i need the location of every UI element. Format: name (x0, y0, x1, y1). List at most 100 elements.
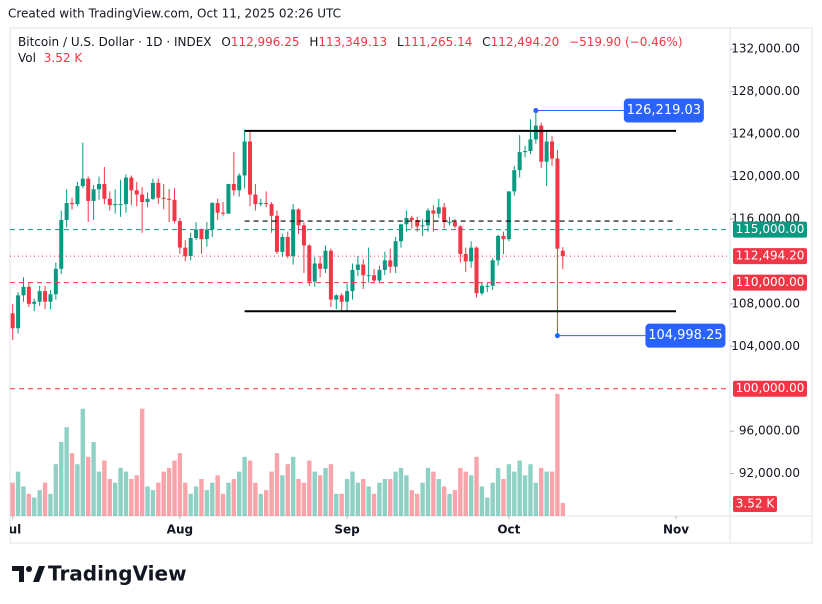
volume-bar (258, 493, 263, 516)
candle-body (469, 247, 474, 262)
y-tick-label: 96,000.00 (739, 424, 800, 438)
candle-body (415, 220, 420, 227)
logo-text: TradingView (48, 562, 187, 586)
candle-body (258, 203, 263, 205)
candle-body (253, 194, 258, 205)
logo-mark (33, 566, 45, 582)
volume-bar (290, 456, 296, 516)
ohlc-value: 111,265.14 (404, 35, 473, 49)
candle-body (501, 235, 506, 240)
volume-bar (355, 482, 361, 516)
candle-body (10, 313, 15, 329)
candle-body (409, 217, 414, 221)
ohlc-key: H (309, 35, 318, 49)
volume-bar (220, 493, 226, 516)
volume-bar (129, 479, 134, 516)
candle-body (496, 235, 501, 261)
volume-bar (188, 493, 193, 516)
candle-body (80, 178, 85, 187)
candle-body (431, 210, 436, 214)
candle-body (215, 203, 220, 213)
plot-area (10, 110, 730, 516)
candle-body (145, 198, 150, 202)
volume-bar (366, 486, 371, 516)
volume-bar (210, 482, 215, 516)
y-tick-label: 128,000.00 (731, 84, 800, 98)
candle-body (26, 286, 31, 304)
candle-body (447, 222, 452, 224)
candle-body (420, 225, 425, 227)
candle-body (285, 236, 290, 257)
volume-bar (242, 456, 247, 516)
candle-body (490, 260, 495, 286)
volume-bar (91, 442, 96, 516)
candle-body (442, 207, 447, 223)
candle-body (506, 191, 511, 240)
ohlc-key: L (397, 35, 404, 49)
volume-bar (414, 493, 420, 516)
price-tag-label: 115,000.00 (736, 222, 805, 236)
volume-bar (253, 482, 258, 516)
volume-bar (447, 493, 452, 516)
x-tick-label: Sep (334, 523, 360, 537)
volume-bar (26, 493, 32, 516)
candle-body (226, 183, 231, 214)
price-tag-label: 100,000.00 (736, 381, 805, 395)
candle-body (539, 125, 544, 162)
logo-mark (12, 566, 24, 582)
volume-legend: Vol 3.52 K (18, 51, 83, 65)
volume-tag (733, 496, 777, 512)
candle-body (301, 225, 306, 246)
candle-body (377, 269, 382, 281)
y-tick-label: 104,000.00 (731, 339, 800, 353)
price-tag (733, 248, 807, 265)
volume-bar (301, 482, 307, 516)
candle-body (399, 224, 404, 242)
volume-bar (59, 442, 64, 516)
volume-bar (436, 479, 441, 516)
candle-body (123, 177, 128, 205)
volume-bar (517, 460, 522, 516)
candle-body (107, 198, 112, 206)
candle-body (167, 198, 172, 200)
volume-bar (177, 453, 183, 516)
candle-body (37, 291, 42, 302)
volume-bar (409, 490, 414, 516)
volume-bar (555, 393, 560, 516)
ohlc-value: 112,996.25 (231, 35, 300, 49)
candle-body (59, 220, 64, 269)
candle-body (21, 286, 26, 296)
candle-body (134, 190, 139, 195)
candle-body (361, 264, 366, 276)
candle-body (129, 177, 134, 191)
volume-bar (474, 456, 479, 516)
volume-bar (237, 471, 242, 516)
volume-bar (528, 464, 533, 516)
volume-bar (549, 471, 555, 516)
volume-bar (226, 482, 231, 516)
change: −519.90 (−0.46%) (569, 35, 682, 49)
candle-body (48, 294, 53, 302)
volume-bar (452, 490, 458, 516)
volume-bar (490, 482, 495, 516)
candle-body (32, 301, 37, 304)
y-tick-label: 92,000.00 (739, 466, 800, 480)
volume-bar (10, 482, 15, 516)
candle-body (517, 152, 522, 171)
volume-bar (388, 479, 393, 516)
candle-body (183, 247, 188, 257)
volume-bar (334, 493, 339, 516)
ohlc-value: 112,494.20 (491, 35, 560, 49)
volume-bar (539, 467, 544, 516)
volume-bar (231, 479, 237, 516)
price-tag (733, 380, 807, 397)
candle-body (339, 295, 344, 302)
candle-body (96, 183, 101, 190)
volume-name: Vol (18, 51, 36, 65)
volume-bar (307, 460, 312, 516)
volume-bar (458, 467, 463, 516)
candle-body (194, 229, 199, 239)
volume-bar (512, 471, 517, 516)
volume-bar (533, 482, 539, 516)
